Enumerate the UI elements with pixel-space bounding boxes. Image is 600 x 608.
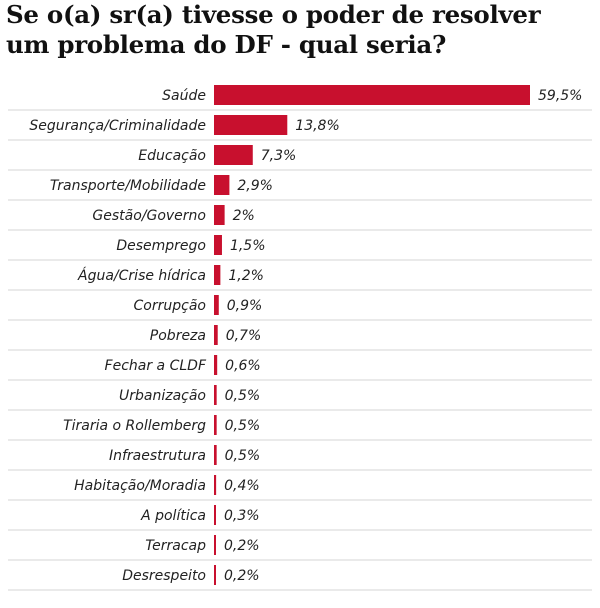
bar	[214, 325, 218, 345]
bar	[214, 265, 221, 285]
value-label: 0,6%	[225, 358, 261, 374]
bar	[214, 175, 230, 195]
value-label: 0,5%	[225, 388, 261, 404]
value-label: 0,3%	[224, 508, 260, 524]
value-label: 1,5%	[230, 238, 266, 254]
category-label: Habitação/Moradia	[74, 478, 206, 494]
bar	[214, 235, 222, 255]
value-label: 1,2%	[228, 268, 264, 284]
category-label: Tiraria o Rollemberg	[63, 418, 206, 434]
category-label: Saúde	[162, 88, 206, 104]
category-label: Corrupção	[134, 298, 206, 314]
bar	[214, 115, 288, 135]
bar	[214, 565, 216, 585]
value-label: 0,7%	[226, 328, 262, 344]
category-label: Infraestrutura	[109, 448, 206, 464]
category-label: Segurança/Criminalidade	[29, 118, 206, 134]
category-label: Transporte/Mobilidade	[50, 178, 206, 194]
bar	[214, 205, 225, 225]
bar	[214, 445, 217, 465]
category-label: A política	[140, 508, 206, 524]
category-label: Terracap	[145, 538, 206, 554]
value-label: 2%	[233, 208, 255, 224]
chart-title-line-2: um problema do DF - qual seria?	[6, 30, 447, 59]
bar	[214, 505, 216, 525]
value-label: 0,2%	[224, 568, 260, 584]
bar	[214, 385, 217, 405]
chart-title: Se o(a) sr(a) tivesse o poder de resolve…	[6, 0, 596, 60]
value-label: 2,9%	[237, 178, 273, 194]
value-label: 7,3%	[261, 148, 297, 164]
category-label: Educação	[138, 148, 206, 164]
bar	[214, 295, 219, 315]
bar	[214, 355, 218, 375]
category-label: Pobreza	[150, 328, 206, 344]
value-label: 0,4%	[224, 478, 260, 494]
value-label: 0,9%	[227, 298, 263, 314]
value-label: 59,5%	[538, 88, 582, 104]
category-label: Desrespeito	[122, 568, 206, 584]
bar	[214, 415, 217, 435]
value-label: 0,5%	[225, 418, 261, 434]
value-label: 0,2%	[224, 538, 260, 554]
bar	[214, 475, 217, 495]
chart-title-line-1: Se o(a) sr(a) tivesse o poder de resolve…	[6, 0, 541, 29]
category-label: Água/Crise hídrica	[77, 267, 206, 284]
bar	[214, 145, 253, 165]
category-label: Gestão/Governo	[92, 208, 206, 224]
bar	[214, 85, 530, 105]
category-label: Desemprego	[116, 238, 206, 254]
value-label: 0,5%	[225, 448, 261, 464]
category-label: Fechar a CLDF	[105, 358, 207, 374]
category-label: Urbanização	[119, 388, 206, 404]
bar	[214, 535, 216, 555]
value-label: 13,8%	[295, 118, 339, 134]
